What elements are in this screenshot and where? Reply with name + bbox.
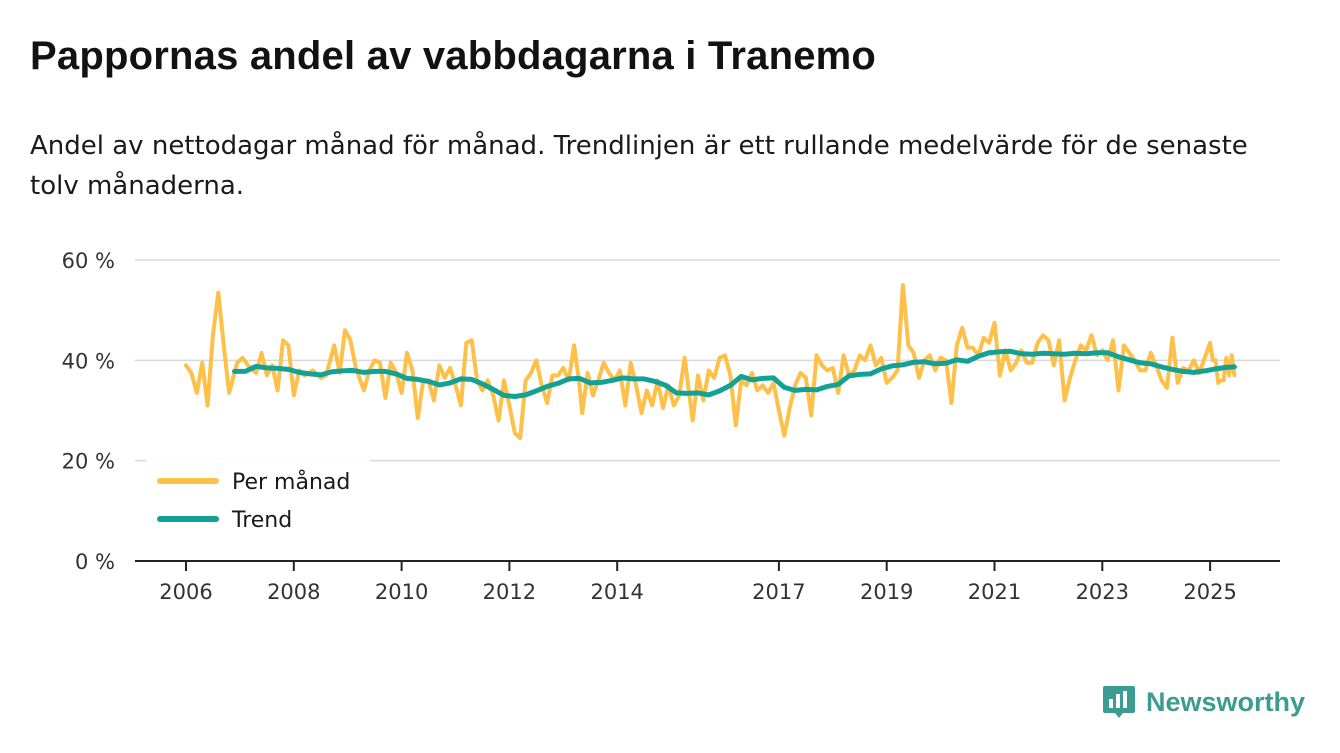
x-tick-label: 2023 bbox=[1076, 580, 1129, 604]
page-title: Pappornas andel av vabbdagarna i Tranemo bbox=[30, 34, 877, 78]
brand-name: Newsworthy bbox=[1146, 686, 1306, 717]
x-tick-label: 2006 bbox=[159, 580, 212, 604]
x-tick-label: 2021 bbox=[968, 580, 1021, 604]
series-layer bbox=[184, 283, 1237, 441]
y-tick-label: 40 % bbox=[62, 349, 115, 373]
y-tick-label: 20 % bbox=[62, 450, 115, 474]
x-tick-label: 2010 bbox=[375, 580, 428, 604]
y-tick-label: 60 % bbox=[62, 249, 115, 273]
newsworthy-logo-icon bbox=[1103, 686, 1135, 718]
y-tick-label: 0 % bbox=[75, 550, 115, 574]
x-tick-label: 2012 bbox=[483, 580, 536, 604]
legend-label-trend: Trend bbox=[231, 508, 292, 533]
legend-background bbox=[146, 460, 370, 548]
x-axis-ticks: 2006 2008 2010 2012 2014 2017 2019 2021 2023 2025 bbox=[159, 561, 1237, 604]
x-tick-label: 2014 bbox=[590, 580, 643, 604]
x-tick-label: 2008 bbox=[267, 580, 320, 604]
x-tick-label: 2017 bbox=[752, 580, 805, 604]
y-axis-ticks: 0 % 20 % 40 % 60 % bbox=[62, 249, 115, 574]
chart-subtitle: Andel av nettodagar månad för månad. Tre… bbox=[30, 131, 1248, 201]
legend-label-per-manad: Per månad bbox=[232, 469, 350, 495]
newsworthy-logo[interactable]: Newsworthy bbox=[1102, 684, 1305, 720]
series-line-per-manad bbox=[184, 283, 1237, 441]
x-tick-label: 2019 bbox=[860, 580, 913, 604]
series-line-trend bbox=[232, 348, 1237, 399]
x-tick-label: 2025 bbox=[1183, 580, 1236, 604]
legend: Per månad Trend bbox=[146, 460, 370, 548]
